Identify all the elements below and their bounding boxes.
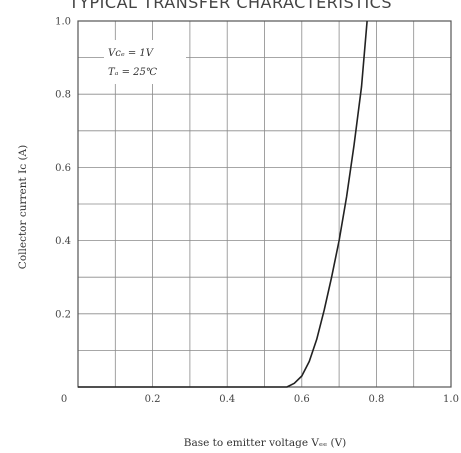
annotation-vce: Vᴄₑ = 1V [108, 48, 155, 59]
annotation-ta: Tₐ = 25℃ [108, 67, 157, 78]
y-tick-label: 0.4 [55, 236, 71, 247]
series-line [78, 20, 368, 388]
x-axis-label: Base to emitter voltage Vₑₑ (V) [184, 437, 347, 449]
tick-labels: 0 0.2 0.4 0.6 0.8 1.0 1.0 0.8 0.6 0.4 0.2 [55, 17, 459, 406]
series [78, 20, 368, 388]
annotation-box [104, 40, 186, 84]
x-tick-label: 1.0 [443, 394, 459, 405]
annotations: Vᴄₑ = 1V Tₐ = 25℃ [104, 40, 186, 84]
y-tick-label: 0.6 [55, 163, 71, 174]
y-tick-label: 0.2 [55, 309, 71, 320]
x-tick-label: 0.6 [294, 394, 310, 405]
y-axis-label: Collector current Iᴄ (A) [17, 145, 29, 269]
x-tick-label: 0.8 [368, 394, 384, 405]
chart-title: TYPICAL TRANSFER CHARACTERISTICS [68, 0, 392, 12]
y-tick-label: 0.8 [55, 90, 71, 101]
grid [78, 21, 451, 387]
x-tick-label: 0 [61, 394, 67, 405]
x-tick-label: 0.2 [145, 394, 161, 405]
x-tick-label: 0.4 [219, 394, 235, 405]
y-tick-label: 1.0 [55, 17, 71, 28]
